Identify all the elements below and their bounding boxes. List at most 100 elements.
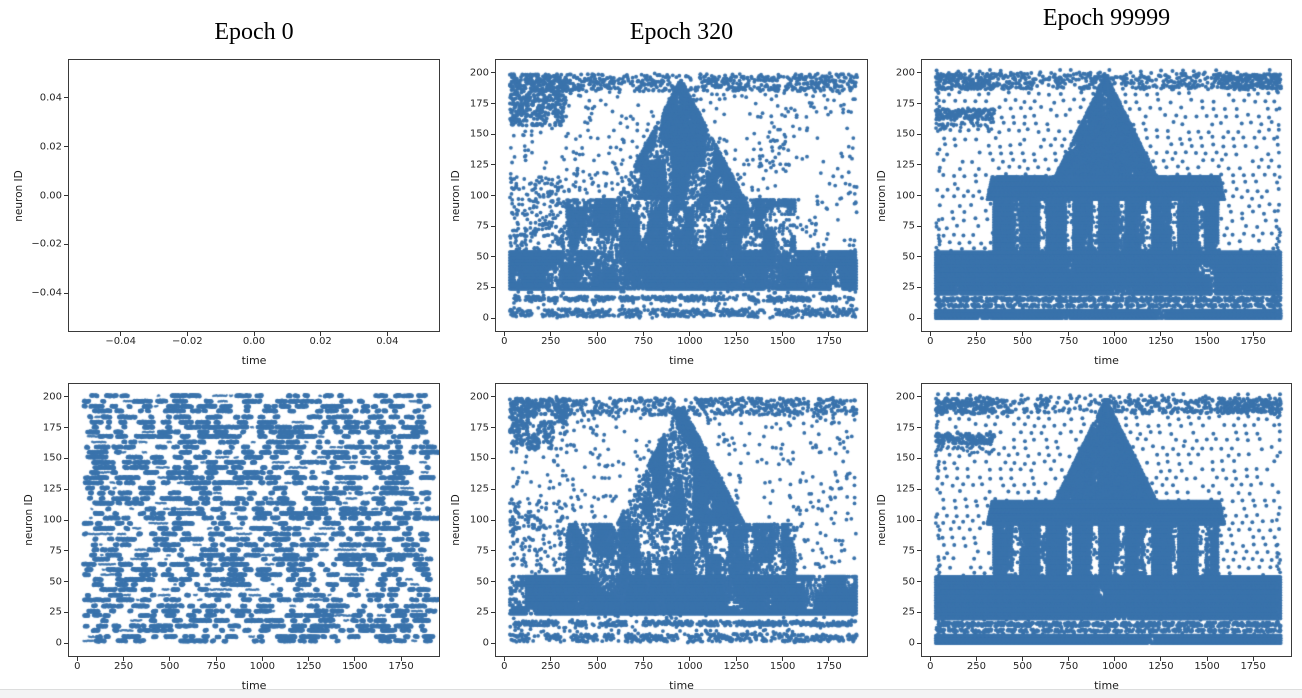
y-tick-mark (491, 457, 495, 459)
y-tick-label: 175 (895, 422, 915, 434)
y-tick-mark (917, 642, 921, 644)
y-tick-mark (64, 243, 68, 245)
y-tick-label: 125 (895, 159, 915, 171)
x-tick-label: 1750 (1240, 336, 1266, 347)
x-tick-mark (503, 657, 505, 661)
x-tick-mark (1022, 657, 1024, 661)
y-tick-mark (64, 427, 68, 429)
x-tick-mark (929, 657, 931, 661)
x-tick-mark (123, 657, 125, 661)
y-tick-label: 125 (469, 483, 489, 495)
x-axis-label: time (669, 354, 694, 367)
y-tick-mark (491, 164, 495, 166)
y-tick-mark (491, 225, 495, 227)
y-tick-mark (64, 396, 68, 398)
x-tick-mark (735, 657, 737, 661)
subplot-epoch99999-top: Epoch 99999 neuron ID time 0 250 500 750 100… (876, 5, 1292, 367)
x-tick-label: 750 (1059, 336, 1079, 347)
scatter-canvas (496, 384, 867, 656)
x-tick-mark (689, 657, 691, 661)
x-tick-label: 1500 (342, 661, 368, 672)
y-tick-mark (64, 97, 68, 99)
y-tick-mark (917, 164, 921, 166)
x-tick-label: 0 (927, 336, 934, 347)
y-tick-mark (917, 396, 921, 398)
plot-title-epoch-320: Epoch 320 (629, 19, 734, 45)
y-tick-label: 200 (895, 391, 915, 403)
y-tick-label: 175 (42, 422, 62, 434)
y-tick-label: 25 (902, 606, 915, 618)
y-tick-mark (64, 611, 68, 613)
y-tick-mark (491, 396, 495, 398)
subplot-epoch320-bottom: neuron ID time 0 250 500 750 1000 1250 1500 175… (450, 383, 868, 692)
x-tick-label: 1000 (1102, 661, 1128, 672)
y-tick-label: 75 (902, 545, 915, 557)
x-tick-mark (550, 332, 552, 336)
y-tick-label: −0.02 (31, 238, 62, 250)
y-tick-mark (491, 133, 495, 135)
y-tick-label: 150 (895, 128, 915, 140)
y-tick-label: 75 (476, 545, 489, 557)
y-tick-mark (917, 488, 921, 490)
y-tick-mark (64, 519, 68, 521)
y-tick-label: 175 (469, 98, 489, 110)
y-tick-mark (491, 195, 495, 196)
y-tick-mark (491, 256, 495, 258)
y-axis-label: neuron ID (23, 494, 35, 546)
x-tick-label: 1500 (1194, 336, 1220, 347)
x-tick-label: 750 (633, 336, 654, 347)
y-axis-label: neuron ID (876, 169, 888, 222)
x-tick-mark (215, 657, 217, 661)
x-tick-mark (782, 657, 784, 661)
x-axis-label: time (1094, 679, 1119, 692)
x-tick-label: 1250 (295, 661, 322, 672)
x-tick-mark (1160, 657, 1162, 661)
y-axis-label: neuron ID (450, 169, 462, 222)
y-tick-mark (917, 195, 921, 196)
scatter-canvas (922, 384, 1291, 656)
y-tick-label: 150 (42, 452, 62, 464)
x-tick-label: 0 (74, 661, 81, 672)
y-tick-mark (917, 457, 921, 459)
x-tick-mark (828, 657, 830, 661)
y-tick-mark (64, 642, 68, 644)
y-tick-label: 75 (902, 220, 915, 232)
y-tick-mark (917, 611, 921, 613)
plot-title-epoch-99999: Epoch 99999 (1042, 5, 1171, 31)
y-tick-label: 50 (49, 576, 62, 588)
y-tick-mark (917, 581, 921, 583)
x-tick-label: 1500 (769, 336, 796, 347)
y-axis-label: neuron ID (13, 169, 25, 222)
x-tick-mark (735, 332, 737, 336)
y-tick-label: 50 (476, 251, 489, 263)
y-tick-label: 50 (476, 576, 489, 588)
x-axis-label: time (241, 679, 267, 692)
x-tick-label: 0 (927, 661, 934, 672)
x-tick-mark (186, 332, 188, 336)
y-tick-label: 125 (895, 483, 915, 495)
x-tick-mark (975, 332, 977, 336)
x-tick-label: 750 (1059, 661, 1079, 672)
y-tick-label: 200 (42, 391, 62, 403)
y-tick-mark (491, 427, 495, 429)
y-tick-mark (917, 286, 921, 288)
x-tick-mark (975, 657, 977, 661)
x-tick-mark (1160, 332, 1162, 336)
x-tick-mark (689, 332, 691, 336)
y-tick-mark (917, 256, 921, 258)
subplot-epoch0-top: Epoch 0 neuron ID time −0.04 −0.02 0.00 0.0… (13, 19, 440, 367)
x-tick-mark (308, 657, 310, 661)
x-tick-label: 1750 (816, 661, 842, 672)
x-tick-mark (253, 332, 255, 336)
x-axis-label: time (241, 354, 267, 367)
x-tick-label: 1750 (388, 661, 414, 672)
y-tick-mark (491, 519, 495, 521)
x-tick-label: 1250 (723, 661, 749, 672)
window-bottom-bar (0, 689, 1302, 698)
x-tick-label: 750 (633, 661, 654, 672)
subplot-epoch320-top: Epoch 320 neuron ID time 0 250 500 750 1000 1… (450, 19, 868, 367)
y-tick-label: 100 (42, 514, 62, 526)
subplot-epoch99999-bottom: neuron ID time 0 250 500 750 1000 1250 1500 175… (876, 383, 1292, 692)
x-tick-label: 500 (160, 661, 180, 672)
x-tick-label: 1750 (1240, 661, 1266, 672)
